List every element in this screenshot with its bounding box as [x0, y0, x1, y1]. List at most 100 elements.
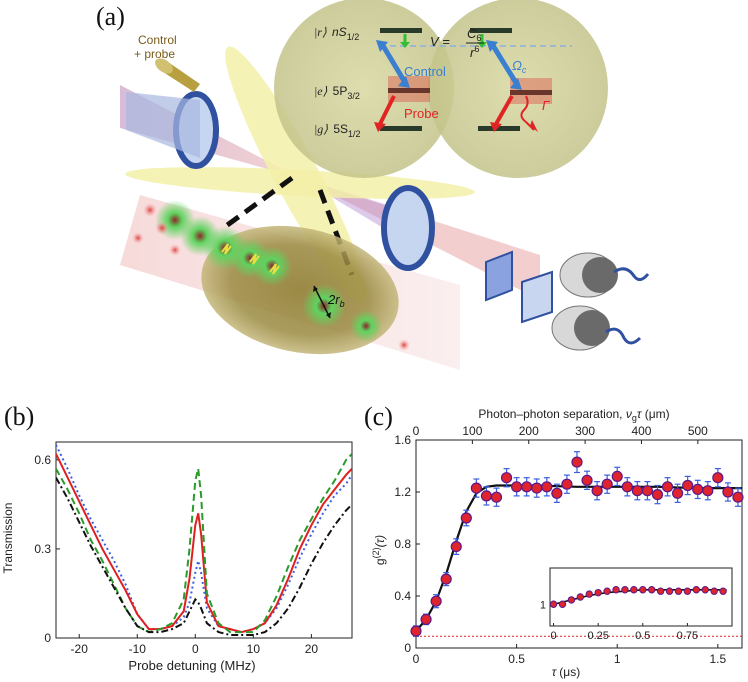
data-point [561, 478, 573, 490]
waveplate-2 [521, 270, 553, 324]
y-tick-label: 1.6 [394, 433, 411, 447]
inset-data-point [701, 586, 709, 594]
inset-data-point [674, 587, 683, 595]
data-point [490, 491, 503, 503]
ground-atoms [132, 203, 410, 351]
transmission-series-2 [56, 453, 352, 634]
data-point [712, 472, 724, 484]
data-point [470, 482, 482, 494]
svg-text:2rb: 2rb [327, 292, 345, 309]
top-x-tick-label: 400 [631, 424, 651, 438]
control-arrow-left [379, 42, 409, 86]
interaction-lhs: V = [430, 34, 450, 49]
interaction-num-sub: 6 [476, 33, 481, 43]
inset-x-tick-label: 0 [551, 630, 557, 642]
x-tick-label: 0.5 [508, 652, 525, 666]
decay-arrow [520, 95, 535, 131]
level-e-sub: 3/2 [347, 91, 360, 101]
x-tick-label: -10 [129, 642, 147, 656]
correlation-chart: Photon–photon separation, νgτ (μm) g(2)(… [371, 407, 744, 679]
data-point [521, 481, 533, 493]
data-point [581, 474, 593, 486]
rydberg-atoms [155, 200, 382, 342]
panel-b-letter: (b) [4, 402, 35, 431]
interaction-num: C [467, 26, 477, 41]
top-xlabel-text: Photon–photon separation, [478, 407, 625, 421]
y-tick-label: 0 [404, 641, 411, 655]
probe-label: Probe [404, 106, 439, 121]
x-tick-label: 0 [192, 642, 199, 656]
inset-data-point [639, 586, 647, 594]
inset-x-tick-label: 0.25 [587, 630, 608, 642]
level-e-right [510, 90, 552, 95]
level-e-ket: |e⟩ [314, 84, 328, 98]
svg-text:Ωc: Ωc [512, 58, 527, 75]
level-r-sub: 1/2 [347, 32, 360, 42]
inset-data-point [558, 600, 567, 608]
y-tick-label: 0.6 [34, 453, 51, 467]
level-g-ket: |g⟩ [314, 122, 328, 136]
level-g-left [380, 126, 422, 131]
omega-label: Ω [512, 58, 522, 73]
data-point [541, 481, 553, 493]
inset-data-point [630, 586, 638, 594]
level-e-left [388, 88, 430, 93]
data-point [480, 490, 493, 502]
probe-arrow-left [378, 95, 396, 125]
data-point [611, 470, 623, 483]
svg-text:|r⟩ nS1/2: |r⟩ nS1/2 [314, 25, 359, 42]
inset-x-tick-label: 0.75 [677, 630, 698, 642]
inset-data-point [612, 586, 620, 594]
y-tick-label: 0.4 [394, 589, 411, 603]
data-point [511, 481, 523, 493]
c-ylabel-main: g [373, 558, 387, 565]
inset-data-point [656, 587, 665, 595]
beam-label-line1: Control [138, 33, 177, 47]
inset-x-tick-label: 0.5 [635, 630, 650, 642]
data-point [531, 482, 543, 494]
y-tick-label: 0.3 [34, 542, 51, 556]
transmission-xlabel: Probe detuning (MHz) [128, 658, 255, 673]
inset-data-point [585, 590, 593, 598]
waveplate-1 [485, 250, 513, 302]
detector-1 [559, 252, 650, 298]
inset-data-point [567, 596, 576, 604]
lens-right [381, 185, 435, 271]
panel-a-letter: (a) [96, 2, 125, 31]
data-point [500, 472, 513, 484]
y-tick-label: 1.2 [394, 485, 411, 499]
trap-beam-horizontal [125, 167, 475, 199]
y-tick-label: 0.8 [394, 537, 411, 551]
c-xlabel-unit: (μs) [559, 665, 580, 679]
x-tick-label: -20 [71, 642, 89, 656]
svg-text:C6: C6 [467, 26, 481, 43]
data-point [601, 478, 613, 490]
inset-data-point [665, 587, 674, 595]
data-point [621, 481, 633, 493]
x-tick-label: 10 [247, 642, 261, 656]
top-xlabel-unit: (μm) [641, 407, 669, 421]
data-point [571, 456, 583, 468]
probe-arrow-right [494, 95, 514, 125]
inset-data-point [603, 587, 611, 595]
data-point [641, 485, 654, 497]
data-point [732, 491, 744, 503]
data-point [450, 541, 462, 553]
inset-data-point [683, 587, 692, 595]
svg-text:|g⟩ 5S1/2: |g⟩ 5S1/2 [314, 122, 361, 139]
svg-text:|e⟩ 5P3/2: |e⟩ 5P3/2 [314, 84, 360, 101]
data-point [440, 573, 452, 585]
data-point [551, 487, 563, 499]
control-label: Control [404, 64, 446, 79]
data-point [631, 485, 643, 497]
data-point [430, 595, 442, 607]
gamma-label: Γ [542, 98, 550, 113]
x-tick-label: 1.5 [710, 652, 727, 666]
data-point [722, 486, 734, 498]
detector-2 [551, 305, 642, 351]
level-r-ket: |r⟩ [314, 25, 327, 39]
level-g-sub: 1/2 [348, 129, 361, 139]
svg-text:τ(μs): τ (μs) [552, 665, 580, 679]
svg-text:g(2)(τ): g(2)(τ) [371, 535, 387, 565]
data-point [682, 479, 694, 492]
